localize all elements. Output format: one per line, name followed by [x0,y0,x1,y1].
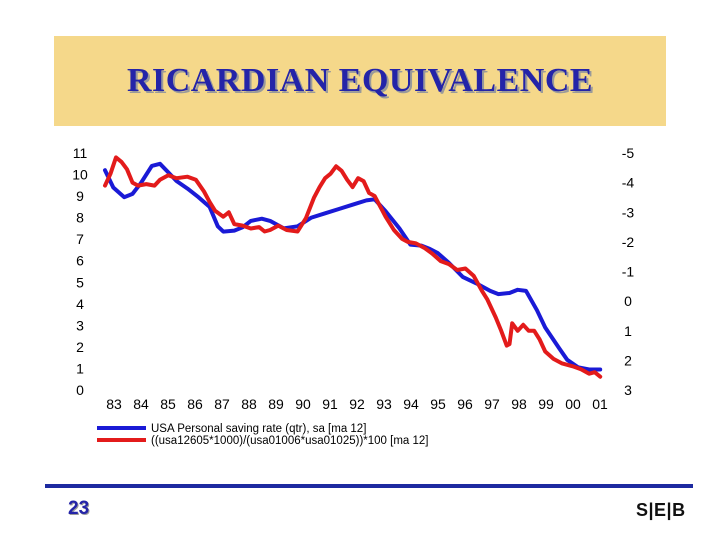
y-right-tick-label: -2 [622,234,635,250]
legend-label: ((usa12605*1000)/(usa01006*usa01025))*10… [151,435,428,447]
y-right-tick-label: -1 [622,264,635,280]
y-right-tick-label: -4 [622,175,635,191]
y-left-tick-label: 11 [73,145,88,161]
x-tick-label: 85 [160,396,176,412]
legend-label: USA Personal saving rate (qtr), sa [ma 1… [151,423,366,435]
footer-divider [45,484,693,488]
x-tick-label: 00 [565,396,581,412]
slide-title: RICARDIAN EQUIVALENCE [126,62,594,99]
x-tick-label: 84 [133,396,149,412]
saving-rate-line [103,161,603,372]
y-left-tick-label: 9 [76,188,84,204]
x-tick-label: 97 [484,396,500,412]
x-tick-label: 91 [322,396,338,412]
x-tick-label: 01 [592,396,608,412]
x-tick-label: 90 [295,396,311,412]
y-left-tick-label: 6 [76,253,84,269]
x-tick-label: 94 [403,396,419,412]
x-tick-label: 86 [187,396,203,412]
x-tick-label: 89 [268,396,284,412]
x-tick-label: 92 [349,396,365,412]
x-tick-label: 95 [430,396,446,412]
y-left-tick-label: 5 [76,274,84,290]
y-right-tick-label: 0 [624,293,632,309]
y-left-tick-label: 8 [76,210,84,226]
y-left-tick-label: 3 [76,317,84,333]
y-left-tick-label: 4 [76,296,84,312]
y-right-tick-label: -3 [622,204,635,220]
x-tick-label: 98 [511,396,527,412]
y-right-tick-label: 2 [624,352,632,368]
y-right-tick-label: 3 [624,382,632,398]
y-left-tick-label: 2 [76,339,84,355]
y-left-tick-label: 10 [72,167,88,183]
x-tick-label: 87 [214,396,230,412]
y-left-tick-label: 7 [76,231,84,247]
x-tick-label: 96 [457,396,473,412]
y-left-tick-label: 0 [76,382,84,398]
y-left-tick-label: 1 [76,360,84,376]
seb-logo: S|E|B [636,500,686,520]
y-right-tick-label: 1 [624,323,632,339]
x-tick-label: 88 [241,396,257,412]
ricardian-ratio-line [103,155,603,379]
x-tick-label: 93 [376,396,392,412]
x-tick-label: 99 [538,396,554,412]
title-banner: RICARDIAN EQUIVALENCE [54,36,666,126]
page-number: 23 [68,498,90,519]
y-right-tick-label: -5 [622,145,635,161]
x-tick-label: 83 [106,396,122,412]
